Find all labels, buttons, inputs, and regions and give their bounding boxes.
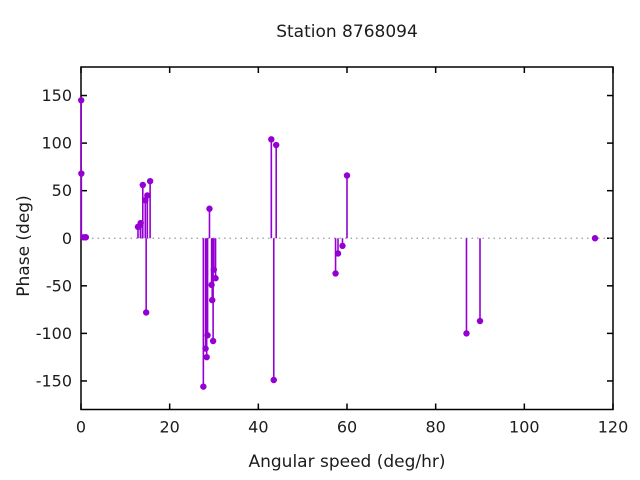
y-tick-label: -50	[46, 276, 72, 295]
data-point	[200, 383, 207, 390]
data-point	[339, 242, 346, 250]
axes: 0 20 40 60 80 100 120 -150 -100 -50 0 50 100 150	[36, 66, 629, 437]
data-point	[82, 234, 90, 241]
data-point	[202, 345, 209, 352]
x-tick-label: 40	[248, 418, 268, 437]
data-point	[334, 250, 342, 257]
y-tick-label: -150	[36, 371, 72, 390]
data-points	[77, 97, 599, 390]
y-tick-label: -100	[36, 324, 72, 343]
y-tick-label: 100	[41, 134, 72, 153]
data-point	[476, 317, 484, 325]
data-point	[272, 141, 280, 149]
x-tick-label: 100	[509, 418, 540, 437]
y-axis-label: Phase (deg)	[14, 195, 34, 297]
data-point	[142, 309, 150, 316]
data-point	[343, 172, 351, 179]
y-tick-label: 0	[62, 229, 72, 248]
data-point	[332, 270, 339, 277]
data-point	[203, 353, 210, 361]
impulse-stems	[80, 100, 481, 387]
chart-title: Station 8768094	[276, 22, 418, 42]
data-point	[209, 337, 217, 345]
data-point	[204, 332, 211, 339]
x-tick-label: 0	[76, 418, 86, 437]
data-point	[139, 181, 147, 189]
x-tick-label: 60	[337, 418, 357, 437]
data-point	[209, 296, 216, 304]
data-point	[77, 97, 85, 104]
x-tick-label: 120	[598, 418, 629, 437]
y-tick-label: 50	[52, 181, 72, 200]
data-point	[78, 170, 85, 177]
data-point	[210, 266, 218, 273]
data-point	[137, 219, 144, 227]
data-point	[206, 205, 213, 212]
data-point	[146, 177, 154, 185]
data-point	[591, 235, 599, 242]
data-point	[268, 136, 275, 143]
x-tick-label: 80	[425, 418, 445, 437]
data-point	[212, 275, 219, 282]
data-point	[208, 281, 215, 289]
x-tick-label: 20	[159, 418, 179, 437]
y-tick-label: 150	[41, 86, 72, 105]
x-axis-label: Angular speed (deg/hr)	[248, 452, 446, 472]
data-point	[270, 376, 277, 384]
data-point	[144, 192, 151, 199]
data-point	[463, 330, 470, 337]
